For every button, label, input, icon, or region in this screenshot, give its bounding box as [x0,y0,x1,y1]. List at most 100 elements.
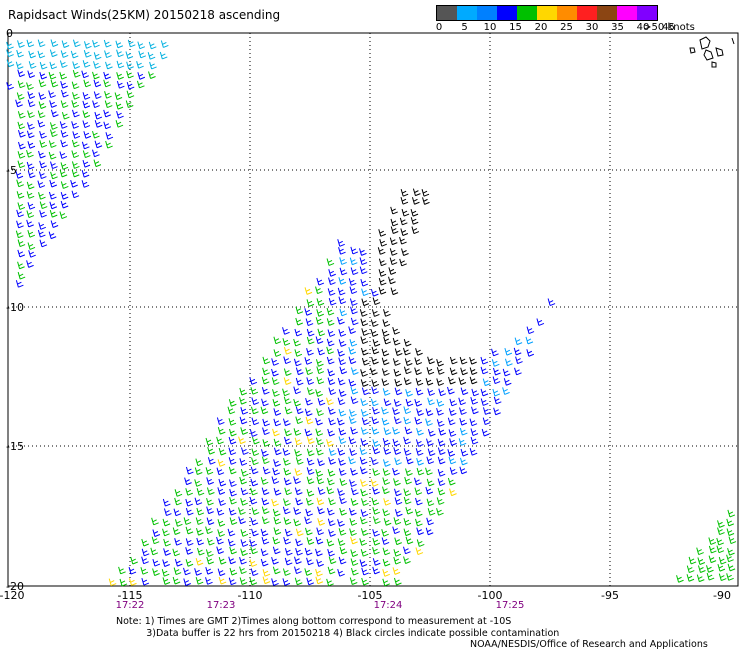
wind-barb [436,399,445,407]
wind-barb [250,478,259,487]
wind-barb [337,349,345,357]
wind-barb [404,426,413,435]
wind-barb [389,248,398,256]
wind-barb [327,548,335,557]
wind-barb [38,101,47,109]
wind-barb [304,428,313,437]
wind-barb [716,545,725,554]
wind-barb [59,211,68,220]
wind-barb [360,336,369,345]
wind-barb [293,338,301,347]
wind-barb [284,548,293,556]
wind-barb [148,71,156,79]
wind-barb [316,376,325,385]
wind-barb [151,517,159,526]
wind-barb [415,439,424,447]
wind-barb [238,436,246,445]
wind-barb [315,576,324,585]
wind-barb [116,111,124,119]
legend-label: 30 [585,22,599,33]
wind-barb [284,428,292,437]
wind-barb [350,549,358,557]
wind-barb [393,369,402,377]
wind-barb [449,367,458,376]
wind-barb [295,367,304,376]
wind-barb [403,488,412,497]
wind-barb [60,200,69,209]
wind-barb [71,121,79,129]
wind-barb [360,318,369,327]
wind-barb [238,516,246,525]
wind-barb [163,538,171,547]
wind-barb [18,141,26,150]
wind-barb [130,556,138,565]
wind-barb [425,467,433,476]
wind-barb [349,257,358,266]
wind-barb [688,556,697,565]
wind-barb [293,358,302,367]
wind-barb [449,356,458,365]
wind-barb [470,436,479,445]
wind-barb [227,538,236,547]
wind-barb [250,406,259,415]
wind-barb [337,417,345,426]
wind-barb [306,467,315,475]
wind-barb [427,448,436,457]
wind-barb [359,538,367,546]
wind-barb [378,286,387,295]
wind-barb [262,367,270,376]
wind-barb [150,547,159,556]
wind-barb [372,446,381,455]
wind-barb [403,339,412,347]
wind-barb [383,447,391,455]
wind-barb [271,377,280,385]
wind-barb [306,448,315,457]
wind-barb [438,388,446,397]
wind-barb [60,81,68,89]
wind-barb [459,427,468,436]
wind-barb [261,516,270,525]
wind-barb [350,396,359,405]
wind-barb [504,347,513,356]
wind-barb [217,568,226,577]
wind-barb [61,89,69,98]
wind-barb [338,357,346,366]
wind-barb [72,61,80,69]
wind-barb [240,469,249,477]
wind-barb [152,568,160,576]
wind-barb [206,517,215,526]
wind-barb [239,556,247,565]
wind-barb [94,140,103,149]
wind-barb [360,409,369,417]
wind-barb [448,429,457,437]
wind-barb [261,456,270,465]
wind-barb [381,537,390,545]
wind-barb [294,487,303,496]
wind-barb [425,418,433,427]
wind-barb [183,567,191,576]
wind-barb [105,132,114,140]
wind-barb [172,576,181,585]
wind-barb [401,248,409,256]
wind-barb [283,347,292,355]
wind-barb [393,577,402,586]
wind-barb [305,397,313,406]
wind-barb [349,518,358,526]
wind-barb [16,92,25,100]
wind-barb [349,508,357,516]
wind-barb [493,407,501,416]
wind-barb [140,567,149,575]
wind-barb [49,100,57,108]
wind-barb [403,347,411,356]
wind-barb [339,478,348,486]
wind-barb [378,258,387,267]
wind-barb [49,179,58,188]
wind-barb [251,448,260,457]
wind-barb [273,418,282,427]
wind-barb [315,336,324,344]
wind-barb [272,536,281,545]
wind-barb [315,428,324,437]
wind-barb [306,557,314,566]
wind-barb [59,60,68,68]
wind-barb [240,427,248,435]
